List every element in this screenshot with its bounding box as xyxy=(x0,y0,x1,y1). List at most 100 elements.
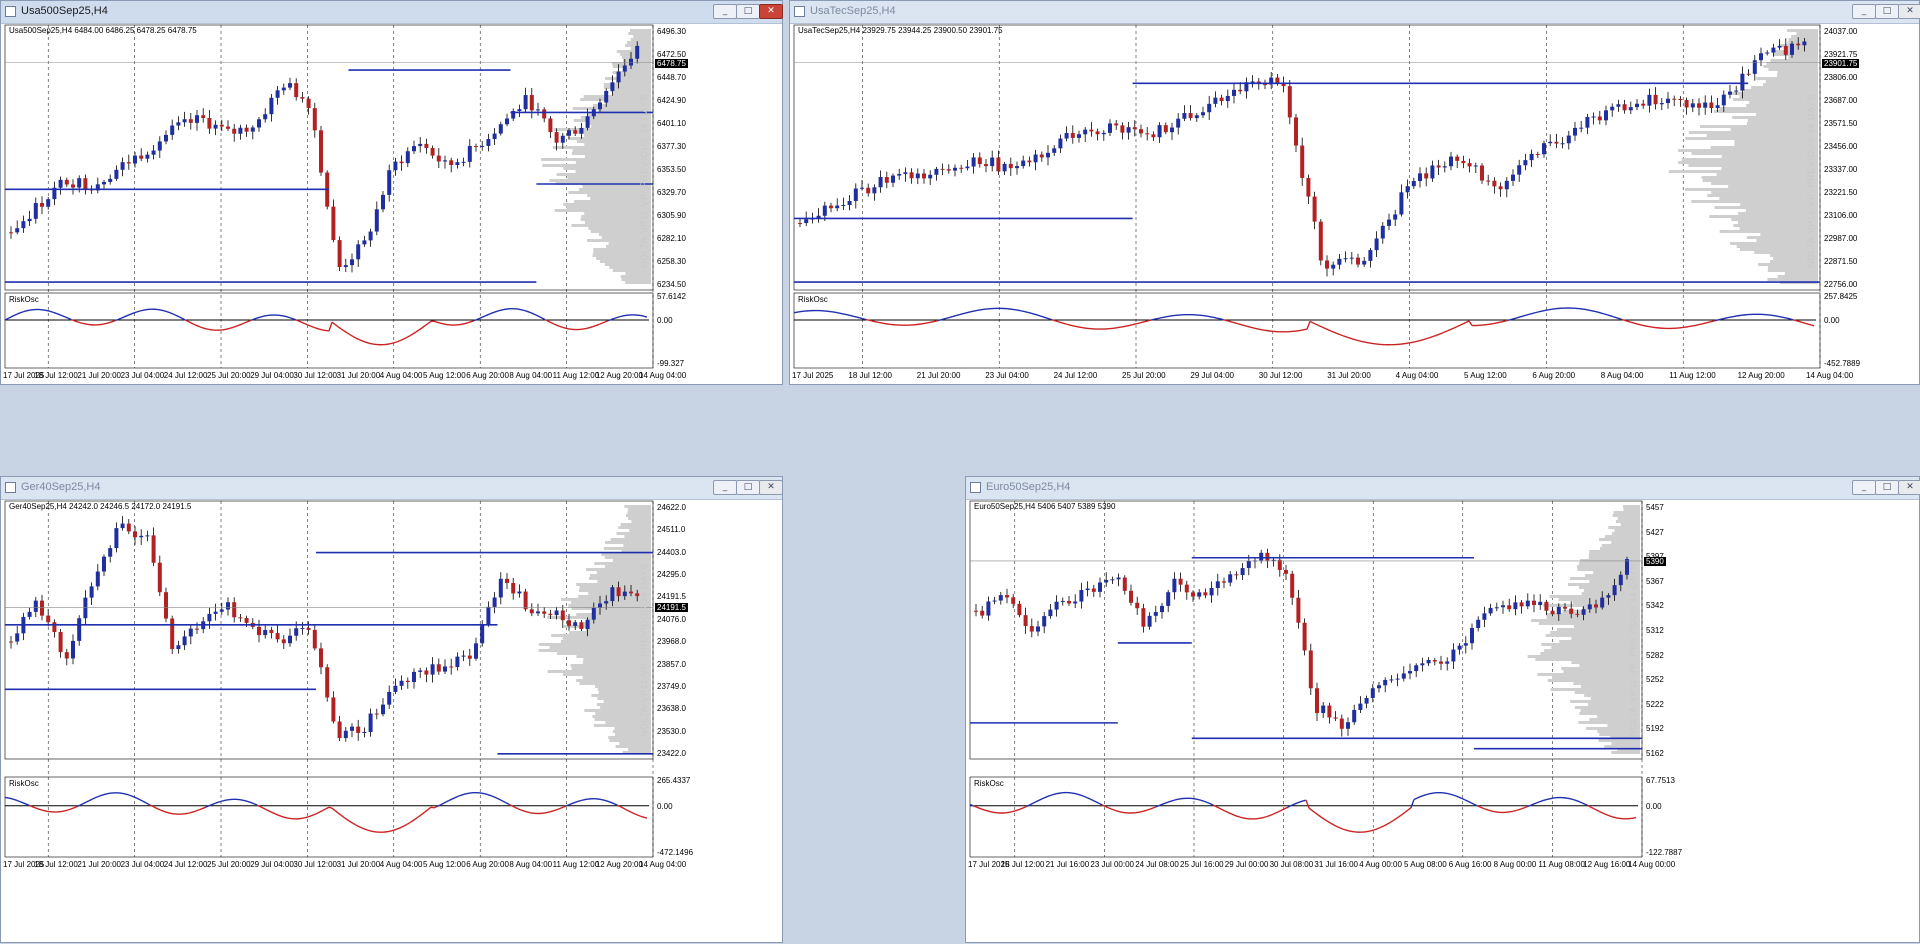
candle-body xyxy=(400,162,404,164)
candle-body xyxy=(1660,103,1664,104)
candle-body xyxy=(1011,597,1015,603)
close-button[interactable]: ✕ xyxy=(1898,480,1920,495)
profile-bar xyxy=(626,514,651,517)
profile-bar xyxy=(601,553,651,556)
candle-body xyxy=(1102,133,1106,134)
osc-line-segment xyxy=(644,316,647,317)
candle-body xyxy=(1511,175,1515,181)
close-button[interactable]: ✕ xyxy=(759,4,783,19)
profile-bar xyxy=(1614,529,1640,532)
chart-window-euro50[interactable]: Euro50Sep25,H4 _ □ ✕ Euro50Sep25,H4 5406… xyxy=(965,476,1920,943)
close-button[interactable]: ✕ xyxy=(1898,4,1920,19)
chart-window-usa500[interactable]: Usa500Sep25,H4 _ □ ✕ Usa500Sep25,H4 6484… xyxy=(0,0,783,385)
profile-bar xyxy=(1589,556,1640,559)
maximize-button[interactable]: □ xyxy=(1875,480,1899,495)
candle-body xyxy=(40,601,44,616)
window-titlebar[interactable]: Usa500Sep25,H4 _ □ ✕ xyxy=(1,1,782,24)
candle-body xyxy=(1148,616,1152,627)
candle-body xyxy=(517,592,521,594)
chart-window-ger40[interactable]: Ger40Sep25,H4 _ □ ✕ Ger40Sep25,H4 24242.… xyxy=(0,476,783,943)
candle-body xyxy=(474,643,478,658)
profile-bar xyxy=(539,649,651,652)
candle-body xyxy=(1327,706,1331,718)
candle-body xyxy=(1588,604,1592,609)
candle-body xyxy=(170,126,174,135)
profile-bar xyxy=(563,167,651,170)
minimize-button[interactable]: _ xyxy=(1852,480,1876,495)
close-button[interactable]: ✕ xyxy=(759,480,783,495)
profile-bar xyxy=(621,278,651,281)
candle-body xyxy=(393,162,397,171)
candle-body xyxy=(1654,95,1658,104)
osc-line-segment xyxy=(1261,817,1264,818)
maximize-button[interactable]: □ xyxy=(736,4,760,19)
window-titlebar[interactable]: Euro50Sep25,H4 _ □ ✕ xyxy=(966,477,1919,500)
price-tick-label: 23456.00 xyxy=(1824,142,1857,151)
chart-window-usatec[interactable]: UsaTecSep25,H4 _ □ ✕ UsaTecSep25,H4 2392… xyxy=(789,0,1920,385)
candle-body xyxy=(449,160,453,165)
candle-body xyxy=(561,136,565,143)
time-tick-label: 18 Jul 12:00 xyxy=(34,371,78,380)
osc-line-segment xyxy=(140,310,143,311)
osc-line-segment xyxy=(866,320,869,321)
profile-bar xyxy=(1773,53,1818,56)
osc-line-segment xyxy=(1120,812,1123,813)
candle-body xyxy=(214,125,218,129)
candle-body xyxy=(232,129,236,134)
candle-body xyxy=(1600,598,1604,608)
osc-line-segment xyxy=(1154,319,1157,320)
candle-body xyxy=(263,630,267,635)
osc-line-segment xyxy=(926,323,929,324)
profile-bar xyxy=(1731,218,1818,221)
osc-tick-label: -122.7887 xyxy=(1646,848,1682,857)
window-titlebar[interactable]: UsaTecSep25,H4 _ □ ✕ xyxy=(790,1,1919,24)
candle-body xyxy=(854,189,858,202)
candle-body xyxy=(313,108,317,130)
price-tick-label: 5457 xyxy=(1646,503,1664,512)
osc-line-segment xyxy=(281,816,284,817)
price-tick-label: 6424.90 xyxy=(657,96,686,105)
price-tick-label: 23638.0 xyxy=(657,704,686,713)
osc-line-segment xyxy=(53,312,56,313)
candle-body xyxy=(65,180,69,185)
window-titlebar[interactable]: Ger40Sep25,H4 _ □ ✕ xyxy=(1,477,782,500)
profile-bar xyxy=(550,179,651,182)
chart-window-icon xyxy=(5,6,16,17)
osc-line-segment xyxy=(1372,830,1375,831)
osc-line-segment xyxy=(26,310,29,311)
osc-line-segment xyxy=(224,800,227,801)
candle-body xyxy=(1356,258,1360,265)
candle-body xyxy=(1582,609,1586,615)
profile-bar xyxy=(628,517,651,520)
minimize-button[interactable]: _ xyxy=(713,4,737,19)
time-tick-label: 8 Aug 04:00 xyxy=(509,371,552,380)
candle-body xyxy=(1241,568,1245,575)
minimize-button[interactable]: _ xyxy=(1852,4,1876,19)
osc-line-segment xyxy=(554,810,557,811)
osc-line-segment xyxy=(1232,322,1235,323)
osc-line-segment xyxy=(110,321,113,322)
osc-line-segment xyxy=(440,323,443,324)
osc-line-segment xyxy=(932,321,935,322)
candle-body xyxy=(579,622,583,629)
candle-body xyxy=(1055,602,1059,610)
candle-body xyxy=(245,618,249,623)
candle-body xyxy=(1365,698,1369,704)
current-price-badge: 6478.75 xyxy=(655,59,688,68)
time-tick-label: 29 Jul 04:00 xyxy=(250,371,294,380)
candle-body xyxy=(1532,601,1536,605)
osc-line-segment xyxy=(620,316,623,317)
candle-body xyxy=(1427,660,1431,663)
candle-body xyxy=(176,122,180,125)
profile-bar xyxy=(1540,652,1640,655)
osc-line-segment xyxy=(1532,313,1535,314)
osc-line-segment xyxy=(1198,799,1201,800)
profile-bar xyxy=(1775,50,1818,53)
profile-bar xyxy=(616,532,651,535)
osc-line-segment xyxy=(644,817,647,818)
minimize-button[interactable]: _ xyxy=(713,480,737,495)
maximize-button[interactable]: □ xyxy=(736,480,760,495)
profile-bar xyxy=(1766,80,1818,83)
maximize-button[interactable]: □ xyxy=(1875,4,1899,19)
candle-body xyxy=(1445,661,1449,663)
